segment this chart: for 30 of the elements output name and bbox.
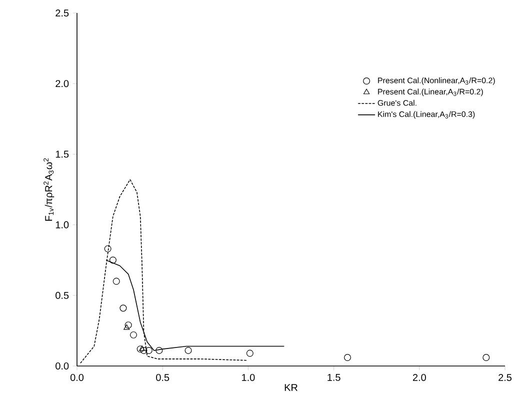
x-tick-label: 1.0 <box>242 374 255 382</box>
point <box>136 346 144 353</box>
point <box>120 304 127 312</box>
y-tick-label: 2.5 <box>56 9 69 17</box>
x-axis-title: KR <box>284 384 298 391</box>
y-tick-label: 0.5 <box>56 292 69 299</box>
point <box>140 346 148 354</box>
point <box>344 354 351 362</box>
point <box>138 346 146 351</box>
y-tick-label: 1.0 <box>56 221 69 228</box>
x-tick-label: 2.5 <box>498 374 512 382</box>
point <box>130 331 137 338</box>
point <box>112 278 120 285</box>
point <box>482 354 490 362</box>
y-tick-label: 0.0 <box>56 362 69 370</box>
y-tick-label: 2.0 <box>56 80 69 88</box>
point <box>156 346 163 354</box>
point <box>124 322 132 329</box>
point <box>109 256 116 264</box>
point <box>124 324 130 330</box>
x-tick-label: 0.0 <box>70 374 84 382</box>
point <box>246 350 254 357</box>
point <box>104 245 112 252</box>
x-tick-label: 0.5 <box>156 374 170 382</box>
y-tick-label: 1.5 <box>56 150 69 158</box>
x-tick-label: 1.5 <box>328 374 340 381</box>
point <box>145 346 152 354</box>
x-tick-label: 2.0 <box>412 374 426 382</box>
y-axis-title: F$_{1v}$/πρR$^{2}$A$_{3}$ω$^{2}$ <box>44 158 54 221</box>
point <box>184 346 192 354</box>
